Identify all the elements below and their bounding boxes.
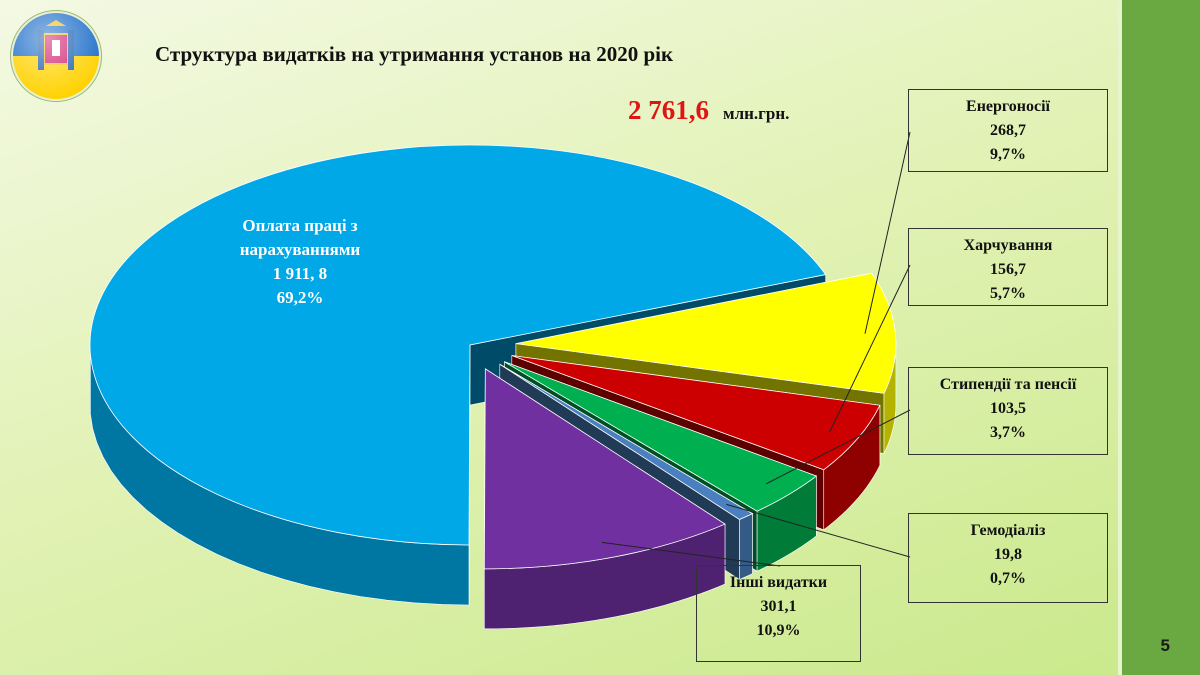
stipend-value: 103,5 [990, 400, 1026, 417]
salary-value: 1 911, 8 [272, 264, 328, 283]
slice-label-salary: Оплата праці з нарахуваннями 1 911, 8 69… [200, 214, 400, 310]
food-label: Харчування [963, 237, 1053, 254]
total-amount: 2 761,6 млн.грн. [628, 95, 789, 126]
dialysis-percent: 0,7% [990, 570, 1026, 587]
stipend-percent: 3,7% [990, 424, 1026, 441]
callout-energy: Енергоносії 268,7 9,7% [908, 89, 1108, 172]
callout-dialysis: Гемодіаліз 19,8 0,7% [908, 513, 1108, 603]
leader-line-energy [864, 131, 911, 334]
food-percent: 5,7% [990, 285, 1026, 302]
salary-label-line-2: нарахуваннями [239, 240, 361, 259]
dialysis-top [499, 363, 754, 520]
emblem-icon [10, 10, 102, 102]
other-label: Інші видатки [729, 574, 828, 591]
salary-percent: 69,2% [276, 288, 324, 307]
dialysis-label: Гемодіаліз [970, 522, 1046, 539]
leader-line-stipend [765, 409, 911, 485]
other-value: 301,1 [760, 598, 797, 615]
leader-line-dialysis [726, 503, 911, 558]
right-side-strip: 5 [1118, 0, 1200, 675]
other-top [483, 368, 726, 570]
energy-label: Енергоносії [966, 98, 1050, 115]
total-unit: млн.грн. [723, 104, 790, 123]
stipend-top [504, 361, 818, 512]
dialysis-value: 19,8 [994, 546, 1022, 563]
food-value: 156,7 [990, 261, 1026, 278]
callout-stipend: Стипендії та пенсії 103,5 3,7% [908, 367, 1108, 455]
chart-title: Структура видатків на утримання установ … [155, 42, 674, 66]
pie-chart [89, 131, 911, 630]
other-percent: 10,9% [756, 622, 801, 639]
salary-label-line-1: Оплата праці з [242, 216, 358, 235]
callout-other: Інші видатки 301,1 10,9% [696, 565, 861, 662]
callout-food: Харчування 156,7 5,7% [908, 228, 1108, 306]
total-value: 2 761,6 [628, 95, 709, 125]
leader-line-food [829, 264, 911, 433]
page-number: 5 [1160, 636, 1170, 655]
leader-line-other [601, 541, 781, 567]
food-top [511, 355, 881, 471]
energy-percent: 9,7% [990, 146, 1026, 163]
salary-top [89, 144, 827, 546]
stipend-label: Стипендії та пенсії [939, 376, 1077, 393]
energy-value: 268,7 [990, 122, 1026, 139]
energy-top [515, 272, 897, 394]
